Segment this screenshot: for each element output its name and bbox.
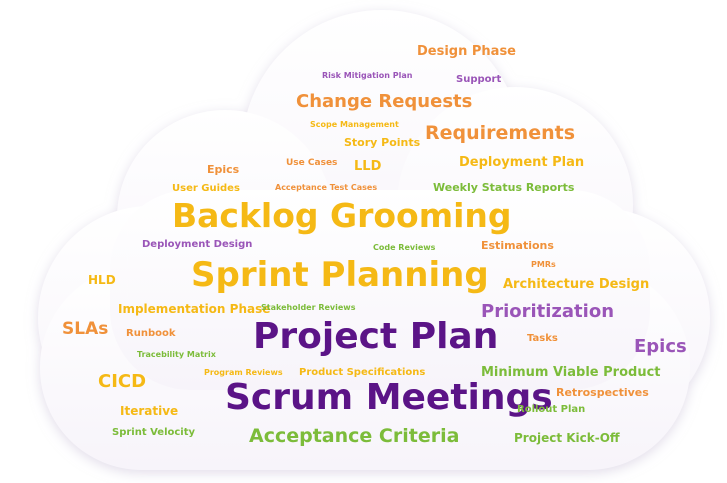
word-project-kick-off-41: Project Kick-Off	[514, 431, 620, 445]
word-epics-9: Epics	[207, 163, 240, 176]
word-sprint-planning-20: Sprint Planning	[191, 255, 489, 295]
word-use-cases-7: Use Cases	[286, 158, 338, 168]
word-rollout-plan-38: Rollout Plan	[517, 404, 586, 415]
word-minimum-viable-product-34: Minimum Viable Product	[481, 365, 661, 380]
word-tasks-28: Tasks	[527, 333, 558, 344]
word-deployment-design-15: Deployment Design	[142, 239, 253, 250]
word-acceptance-criteria-40: Acceptance Criteria	[249, 425, 460, 447]
word-design-phase-0: Design Phase	[417, 44, 516, 59]
word-stakeholder-reviews-23: Stakeholder Reviews	[261, 303, 356, 312]
word-runbook-26: Runbook	[126, 328, 176, 339]
word-weekly-status-reports-13: Weekly Status Reports	[433, 181, 575, 194]
word-support-2: Support	[456, 74, 502, 85]
word-product-specifications-33: Product Specifications	[299, 367, 426, 378]
word-architecture-design-21: Architecture Design	[503, 277, 650, 292]
word-slas-25: SLAs	[62, 319, 109, 339]
word-estimations-17: Estimations	[481, 239, 554, 252]
word-tracebility-matrix-30: Tracebility Matrix	[137, 350, 216, 359]
word-acceptance-test-cases-12: Acceptance Test Cases	[275, 183, 378, 192]
word-user-guides-11: User Guides	[172, 183, 240, 194]
word-scope-management-4: Scope Management	[310, 120, 399, 129]
word-program-reviews-32: Program Reviews	[204, 368, 283, 377]
word-scrum-meetings-37: Scrum Meetings	[225, 377, 553, 418]
word-retrospectives-35: Retrospectives	[556, 386, 649, 399]
word-epics-29: Epics	[634, 336, 687, 357]
word-project-plan-27: Project Plan	[253, 316, 499, 357]
word-cicd-31: CICD	[98, 371, 147, 392]
word-risk-mitigation-plan-1: Risk Mitigation Plan	[322, 71, 413, 80]
word-lld-8: LLD	[354, 159, 382, 174]
word-iterative-36: Iterative	[120, 404, 179, 418]
word-implementation-phase-22: Implementation Phase	[118, 302, 271, 316]
word-pmrs-18: PMRs	[531, 260, 556, 269]
word-deployment-plan-10: Deployment Plan	[459, 155, 585, 170]
word-hld-19: HLD	[88, 273, 116, 287]
word-code-reviews-16: Code Reviews	[373, 243, 436, 252]
word-sprint-velocity-39: Sprint Velocity	[112, 427, 196, 438]
word-story-points-6: Story Points	[344, 136, 421, 149]
word-backlog-grooming-14: Backlog Grooming	[172, 196, 512, 235]
word-prioritization-24: Prioritization	[481, 301, 615, 322]
word-requirements-5: Requirements	[425, 122, 576, 144]
word-change-requests-3: Change Requests	[296, 91, 473, 112]
